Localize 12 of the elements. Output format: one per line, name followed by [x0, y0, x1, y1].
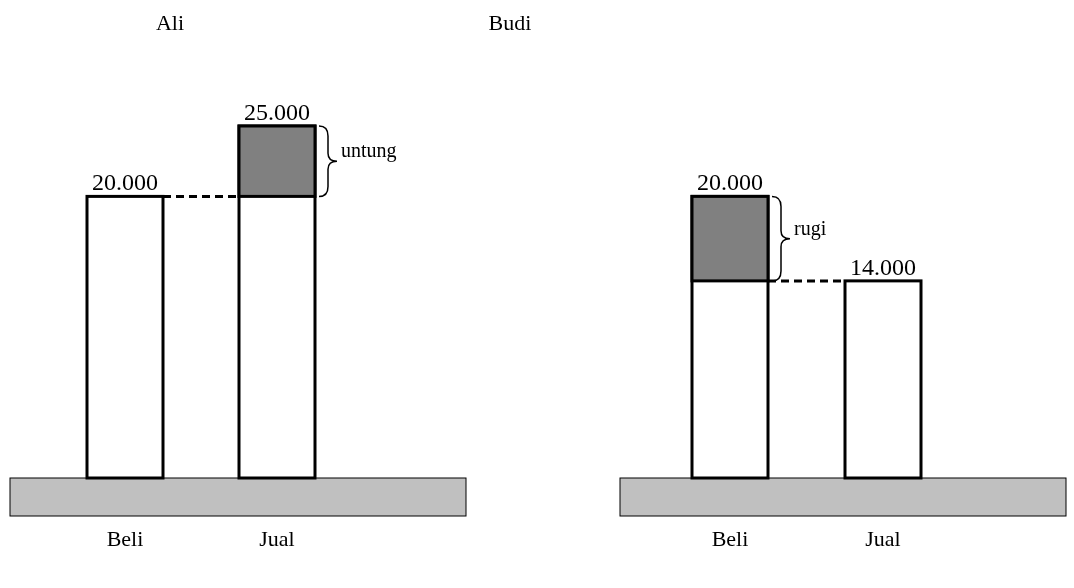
x-tick-label: Jual — [259, 526, 295, 551]
chart-title: Ali — [155, 10, 185, 35]
band-label: untung — [341, 139, 397, 163]
x-tick-label: Beli — [106, 526, 144, 551]
x-tick-label: Beli — [711, 526, 749, 551]
data-label: 25.000 — [244, 99, 310, 125]
x-tick-label: Jual — [865, 526, 901, 551]
data-label: 20.000 — [697, 169, 763, 196]
band-label: rugi — [794, 216, 827, 240]
data-label: 20.000 — [92, 169, 158, 196]
data-label: 14.000 — [850, 253, 916, 280]
chart-title: Budi — [488, 10, 532, 35]
